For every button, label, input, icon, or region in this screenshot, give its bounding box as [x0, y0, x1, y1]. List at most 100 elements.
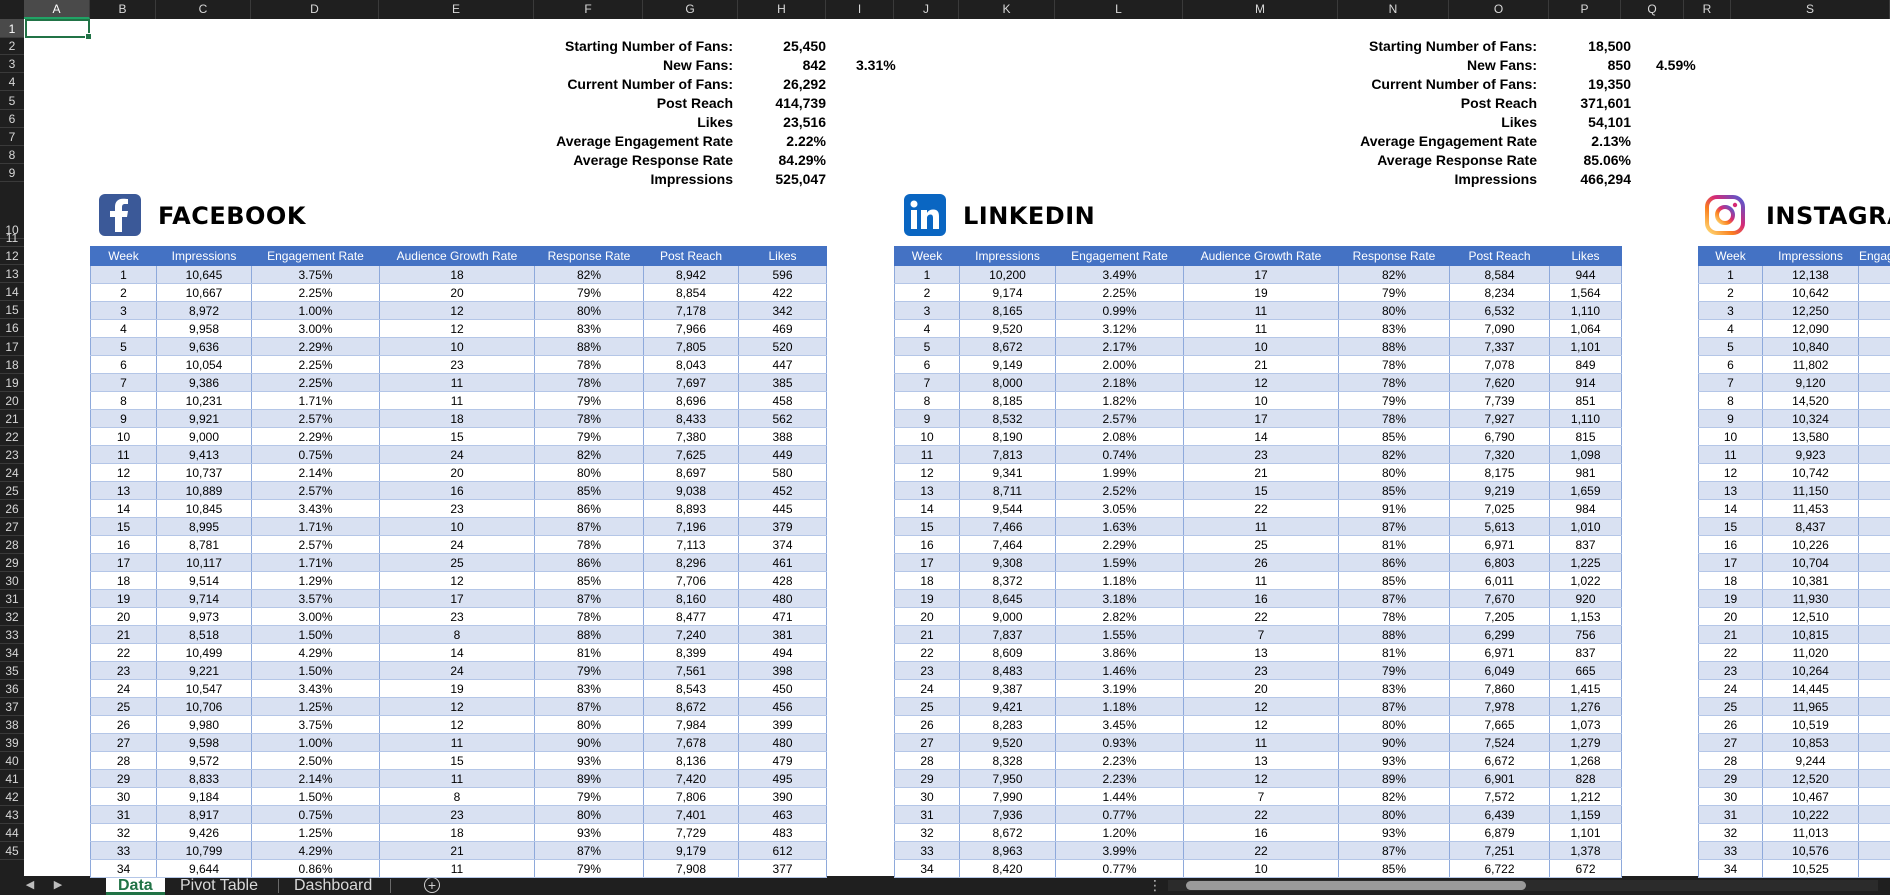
table-cell[interactable] — [1858, 499, 1890, 518]
row-header-44[interactable]: 44 — [0, 824, 24, 842]
table-cell[interactable]: 3.49% — [1055, 265, 1184, 284]
table-cell[interactable]: 8,185 — [959, 391, 1056, 410]
table-cell[interactable]: 80% — [1338, 715, 1450, 734]
table-cell[interactable]: 81% — [1338, 535, 1450, 554]
table-cell[interactable]: 7,927 — [1449, 409, 1550, 428]
table-cell[interactable]: 2.18% — [1055, 373, 1184, 392]
table-cell[interactable]: 82% — [1338, 265, 1450, 284]
table-cell[interactable]: 7,665 — [1449, 715, 1550, 734]
table-cell[interactable]: 377 — [738, 859, 827, 878]
table-cell[interactable]: 20 — [1183, 679, 1339, 698]
table-cell[interactable]: 9,714 — [156, 589, 252, 608]
table-cell[interactable]: 7,860 — [1449, 679, 1550, 698]
table-cell[interactable]: 7,524 — [1449, 733, 1550, 752]
table-cell[interactable]: 28 — [894, 751, 960, 770]
table-cell[interactable]: 78% — [534, 373, 644, 392]
table-cell[interactable]: 1,276 — [1549, 697, 1622, 716]
table-cell[interactable]: 8,328 — [959, 751, 1056, 770]
table-cell[interactable]: 9,514 — [156, 571, 252, 590]
table-cell[interactable]: 10,519 — [1762, 715, 1859, 734]
table-cell[interactable]: 851 — [1549, 391, 1622, 410]
table-cell[interactable]: 920 — [1549, 589, 1622, 608]
table-cell[interactable]: 93% — [1338, 823, 1450, 842]
column-header-s[interactable]: S — [1731, 0, 1890, 19]
table-cell[interactable]: 3.05% — [1055, 499, 1184, 518]
table-cell[interactable]: 1,064 — [1549, 319, 1622, 338]
table-cell[interactable]: 80% — [534, 301, 644, 320]
table-cell[interactable]: 23 — [379, 607, 535, 626]
table-cell[interactable] — [1858, 283, 1890, 302]
column-heading[interactable]: Response Rate — [1338, 246, 1450, 266]
table-cell[interactable]: 2.50% — [251, 751, 380, 770]
table-cell[interactable]: 3.18% — [1055, 589, 1184, 608]
table-cell[interactable]: 4 — [894, 319, 960, 338]
table-cell[interactable]: 80% — [1338, 805, 1450, 824]
table-cell[interactable]: 79% — [534, 661, 644, 680]
table-cell[interactable]: 15 — [379, 751, 535, 770]
table-cell[interactable] — [1858, 769, 1890, 788]
column-heading[interactable]: Week — [90, 246, 157, 266]
table-cell[interactable]: 79% — [1338, 661, 1450, 680]
table-cell[interactable]: 14,445 — [1762, 679, 1859, 698]
table-cell[interactable]: 6 — [894, 355, 960, 374]
table-cell[interactable]: 32 — [1698, 823, 1763, 842]
table-cell[interactable]: 1.71% — [251, 391, 380, 410]
row-header-9[interactable]: 9 — [0, 164, 24, 182]
table-cell[interactable]: 7,950 — [959, 769, 1056, 788]
column-heading[interactable]: Response Rate — [534, 246, 644, 266]
table-cell[interactable]: 480 — [738, 589, 827, 608]
column-header-h[interactable]: H — [738, 0, 826, 19]
column-heading[interactable]: Week — [894, 246, 960, 266]
table-cell[interactable]: 11,453 — [1762, 499, 1859, 518]
table-cell[interactable]: 1.29% — [251, 571, 380, 590]
table-cell[interactable]: 7,078 — [1449, 355, 1550, 374]
table-cell[interactable]: 18 — [379, 265, 535, 284]
table-cell[interactable]: 11 — [1183, 733, 1339, 752]
table-cell[interactable]: 6,011 — [1449, 571, 1550, 590]
table-cell[interactable]: 6 — [90, 355, 157, 374]
table-cell[interactable]: 12,510 — [1762, 607, 1859, 626]
row-header-42[interactable]: 42 — [0, 788, 24, 806]
table-cell[interactable]: 828 — [1549, 769, 1622, 788]
table-cell[interactable]: 9,308 — [959, 553, 1056, 572]
table-cell[interactable]: 11 — [90, 445, 157, 464]
table-cell[interactable]: 7,251 — [1449, 841, 1550, 860]
table-cell[interactable]: 7,697 — [643, 373, 739, 392]
table-cell[interactable]: 26 — [1698, 715, 1763, 734]
table-cell[interactable]: 385 — [738, 373, 827, 392]
table-cell[interactable]: 1,022 — [1549, 571, 1622, 590]
table-cell[interactable]: 2.08% — [1055, 427, 1184, 446]
table-cell[interactable]: 23 — [1698, 661, 1763, 680]
table-cell[interactable]: 13 — [1183, 751, 1339, 770]
table-cell[interactable]: 1.18% — [1055, 571, 1184, 590]
table-cell[interactable]: 6,879 — [1449, 823, 1550, 842]
column-heading[interactable]: Engagement Rate — [1858, 246, 1890, 266]
table-cell[interactable]: 31 — [894, 805, 960, 824]
table-cell[interactable]: 2.57% — [1055, 409, 1184, 428]
table-cell[interactable]: 11,965 — [1762, 697, 1859, 716]
table-cell[interactable]: 12 — [1183, 697, 1339, 716]
table-cell[interactable]: 9,179 — [643, 841, 739, 860]
table-cell[interactable]: 9 — [894, 409, 960, 428]
table-cell[interactable]: 672 — [1549, 859, 1622, 878]
table-cell[interactable]: 7,025 — [1449, 499, 1550, 518]
table-cell[interactable]: 10 — [90, 427, 157, 446]
table-cell[interactable]: 12 — [379, 697, 535, 716]
table-cell[interactable]: 8,645 — [959, 589, 1056, 608]
table-cell[interactable]: 9,413 — [156, 445, 252, 464]
table-cell[interactable]: 8,893 — [643, 499, 739, 518]
table-cell[interactable]: 3.19% — [1055, 679, 1184, 698]
table-cell[interactable]: 80% — [1338, 301, 1450, 320]
table-cell[interactable]: 1.71% — [251, 553, 380, 572]
table-cell[interactable]: 1,225 — [1549, 553, 1622, 572]
table-cell[interactable]: 463 — [738, 805, 827, 824]
table-cell[interactable]: 10,704 — [1762, 553, 1859, 572]
table-cell[interactable]: 8,854 — [643, 283, 739, 302]
table-cell[interactable]: 6,299 — [1449, 625, 1550, 644]
table-cell[interactable]: 23 — [90, 661, 157, 680]
table-cell[interactable] — [1858, 859, 1890, 878]
column-header-l[interactable]: L — [1055, 0, 1183, 19]
table-cell[interactable] — [1858, 607, 1890, 626]
table-cell[interactable]: 3.00% — [251, 319, 380, 338]
table-cell[interactable]: 9,184 — [156, 787, 252, 806]
